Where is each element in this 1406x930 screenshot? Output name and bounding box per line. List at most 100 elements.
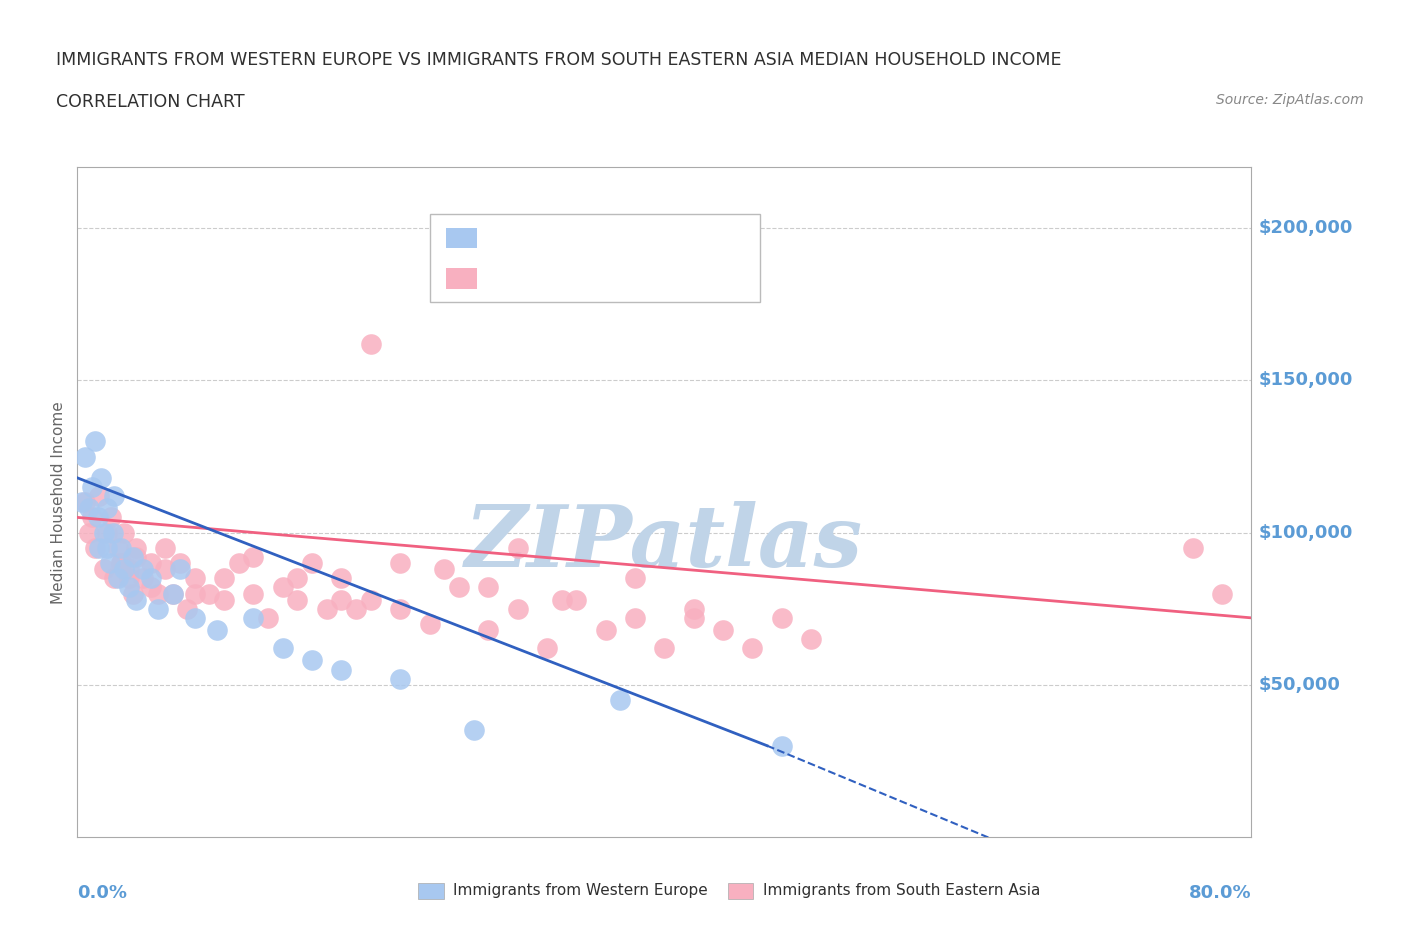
- Point: [122, 586, 145, 601]
- Point: [595, 622, 617, 637]
- Point: [741, 641, 763, 656]
- Point: [315, 602, 337, 617]
- Point: [84, 540, 107, 555]
- Point: [433, 562, 456, 577]
- Point: [162, 586, 184, 601]
- Point: [169, 562, 191, 577]
- Text: Immigrants from South Eastern Asia: Immigrants from South Eastern Asia: [762, 884, 1040, 898]
- Point: [770, 738, 793, 753]
- Point: [287, 592, 309, 607]
- Point: [565, 592, 588, 607]
- Point: [103, 488, 125, 503]
- Point: [711, 622, 734, 637]
- Point: [77, 501, 100, 516]
- Point: [70, 495, 93, 510]
- Text: 80.0%: 80.0%: [1188, 884, 1251, 902]
- Point: [93, 525, 115, 540]
- Point: [344, 602, 367, 617]
- Point: [287, 571, 309, 586]
- Point: [80, 510, 103, 525]
- Point: [132, 562, 155, 577]
- Text: $200,000: $200,000: [1258, 219, 1353, 237]
- Point: [96, 540, 118, 555]
- Point: [506, 540, 529, 555]
- Point: [242, 586, 264, 601]
- Point: [96, 501, 118, 516]
- Point: [100, 510, 122, 525]
- Point: [139, 555, 162, 570]
- Point: [84, 434, 107, 449]
- Point: [110, 540, 132, 555]
- Text: R = -0.281: R = -0.281: [484, 270, 572, 287]
- Point: [419, 617, 441, 631]
- Point: [90, 471, 112, 485]
- Text: Source: ZipAtlas.com: Source: ZipAtlas.com: [1216, 93, 1364, 107]
- Point: [257, 610, 280, 625]
- Point: [682, 602, 704, 617]
- Point: [80, 480, 103, 495]
- Point: [89, 488, 111, 503]
- Point: [506, 602, 529, 617]
- Point: [1181, 540, 1204, 555]
- Point: [271, 641, 294, 656]
- Point: [155, 540, 177, 555]
- Text: $150,000: $150,000: [1258, 371, 1353, 390]
- Point: [183, 571, 207, 586]
- Point: [800, 631, 823, 646]
- Point: [110, 555, 132, 570]
- Point: [107, 571, 129, 586]
- Point: [682, 610, 704, 625]
- Point: [139, 571, 162, 586]
- Point: [101, 525, 124, 540]
- Y-axis label: Median Household Income: Median Household Income: [51, 401, 66, 604]
- Point: [87, 510, 110, 525]
- Point: [624, 610, 647, 625]
- Point: [118, 580, 141, 595]
- Text: N = 70: N = 70: [603, 270, 665, 287]
- Text: $50,000: $50,000: [1258, 676, 1340, 694]
- Point: [132, 571, 155, 586]
- Point: [536, 641, 558, 656]
- Point: [162, 586, 184, 601]
- Point: [183, 586, 207, 601]
- Point: [463, 723, 485, 737]
- Point: [330, 592, 353, 607]
- Point: [96, 525, 118, 540]
- Point: [271, 580, 294, 595]
- Point: [624, 571, 647, 586]
- Point: [301, 555, 323, 570]
- Point: [770, 610, 793, 625]
- Point: [550, 592, 572, 607]
- Point: [360, 592, 382, 607]
- Point: [125, 550, 148, 565]
- Point: [389, 671, 412, 686]
- Point: [242, 550, 264, 565]
- Point: [146, 586, 169, 601]
- Point: [654, 641, 676, 656]
- Point: [112, 562, 135, 577]
- Text: IMMIGRANTS FROM WESTERN EUROPE VS IMMIGRANTS FROM SOUTH EASTERN ASIA MEDIAN HOUS: IMMIGRANTS FROM WESTERN EUROPE VS IMMIGR…: [56, 51, 1062, 69]
- Point: [389, 555, 412, 570]
- Point: [228, 555, 250, 570]
- Point: [118, 562, 141, 577]
- Point: [301, 653, 323, 668]
- Text: R = -0.610: R = -0.610: [484, 229, 572, 246]
- Point: [198, 586, 221, 601]
- Point: [146, 602, 169, 617]
- Point: [73, 449, 96, 464]
- Point: [242, 610, 264, 625]
- Point: [447, 580, 470, 595]
- Point: [103, 571, 125, 586]
- Point: [125, 540, 148, 555]
- Point: [107, 540, 129, 555]
- Point: [609, 693, 631, 708]
- Point: [118, 571, 141, 586]
- Point: [93, 562, 115, 577]
- Point: [73, 495, 96, 510]
- Point: [1211, 586, 1233, 601]
- Point: [169, 555, 191, 570]
- Point: [212, 592, 235, 607]
- Point: [205, 622, 228, 637]
- Text: N = 35: N = 35: [603, 229, 665, 246]
- Point: [183, 610, 207, 625]
